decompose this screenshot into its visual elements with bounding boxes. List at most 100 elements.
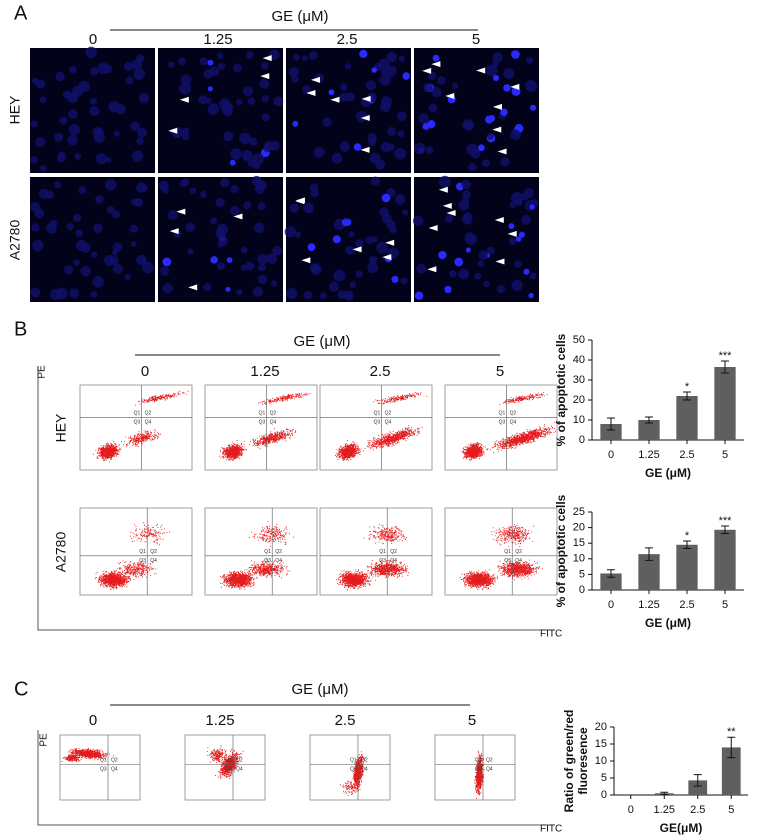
column-label: 0 xyxy=(89,712,97,729)
arrowhead xyxy=(428,224,438,231)
nucleus xyxy=(138,93,150,104)
quadrant-label: Q3 xyxy=(225,767,232,773)
nucleus xyxy=(260,61,269,70)
nucleus xyxy=(243,201,252,210)
nucleus xyxy=(131,150,144,162)
error-bar xyxy=(607,569,615,578)
events xyxy=(206,745,244,779)
nucleus xyxy=(58,151,66,159)
nucleus xyxy=(307,243,316,252)
nucleus xyxy=(333,269,346,282)
nucleus xyxy=(252,286,264,297)
nucleus xyxy=(454,257,464,267)
error-bar xyxy=(683,391,691,401)
arrowhead xyxy=(233,213,243,220)
bar-chart: 0 5 10 15 20 25 % of apoptotic cells GE (μM) 0 1.… xyxy=(554,494,744,630)
nucleus xyxy=(289,203,299,213)
nucleus xyxy=(167,210,178,221)
nucleus xyxy=(103,254,115,266)
nucleus xyxy=(225,286,231,292)
nucleus xyxy=(54,132,64,142)
micrograph xyxy=(286,48,411,173)
quadrant-label: Q2 xyxy=(145,411,152,417)
nucleus xyxy=(427,120,436,129)
nucleus xyxy=(68,123,81,136)
nucleus xyxy=(178,57,186,65)
nucleus xyxy=(261,94,269,103)
nucleus xyxy=(432,54,440,62)
nucleus xyxy=(263,144,272,153)
x-tick-label: 1.25 xyxy=(638,449,659,461)
nucleus xyxy=(272,245,283,256)
arrowhead xyxy=(262,55,272,62)
arrowhead xyxy=(492,103,502,110)
quadrant-label: Q4 xyxy=(236,767,243,773)
nucleus xyxy=(230,184,239,193)
quadrant-label: Q1 xyxy=(379,549,386,555)
nucleus xyxy=(423,82,433,93)
arrowhead xyxy=(310,76,320,83)
plot-frame xyxy=(59,734,141,801)
column-label: 5 xyxy=(496,363,504,380)
nucleus xyxy=(245,261,255,271)
arrowhead xyxy=(176,208,186,215)
quadrant-label: Q2 xyxy=(361,758,368,764)
nucleus xyxy=(529,104,537,111)
bar xyxy=(721,747,741,795)
error-bar xyxy=(683,540,691,550)
plot-frame xyxy=(79,384,193,471)
quadrant-label: Q1 xyxy=(499,411,506,417)
quadrant-label: Q1 xyxy=(225,758,232,764)
nucleus xyxy=(365,80,377,91)
nucleus xyxy=(112,263,123,274)
bar xyxy=(600,573,622,590)
flow-plots: Q1 Q2 Q3 Q4 Q1 Q2 Q3 Q4 Q1 Q2 Q3 Q4 Q1 Q2 Q3 Q4 xyxy=(59,734,516,801)
plot-frame xyxy=(79,507,193,596)
nucleus xyxy=(185,222,196,233)
events xyxy=(92,390,189,463)
quadrant-label: Q2 xyxy=(270,411,277,417)
nucleus xyxy=(123,61,134,71)
nucleus xyxy=(474,272,482,280)
error-bar xyxy=(645,416,653,424)
nucleus xyxy=(232,63,242,73)
x-tick-label: 0 xyxy=(608,599,614,611)
micrograph xyxy=(158,175,283,302)
nucleus xyxy=(240,246,248,254)
nucleus xyxy=(369,255,378,264)
nucleus xyxy=(217,240,225,248)
nucleus xyxy=(379,207,389,217)
column-label: 0 xyxy=(141,363,149,380)
error-bar xyxy=(607,417,615,431)
quadrant-label: Q1 xyxy=(504,549,511,555)
arrowhead xyxy=(179,96,189,103)
nucleus xyxy=(359,49,368,58)
quadrant-label: Q1 xyxy=(259,411,266,417)
significance-mark: *** xyxy=(719,515,733,527)
nucleus xyxy=(247,97,256,105)
nucleus xyxy=(378,58,390,71)
flow-plot: Q1 Q2 Q3 Q4 xyxy=(79,507,193,596)
bar xyxy=(676,396,698,440)
nucleus xyxy=(529,204,535,210)
nucleus xyxy=(207,103,220,115)
quadrant-label: Q3 xyxy=(100,767,107,773)
quadrant-label: Q4 xyxy=(515,558,522,564)
nucleus xyxy=(30,120,38,128)
nucleus xyxy=(216,261,225,271)
nucleus xyxy=(198,95,208,105)
arrowhead xyxy=(169,228,179,235)
nucleus xyxy=(257,274,268,285)
y-tick-label: 0 xyxy=(601,789,607,801)
x-axis-label: GE (μM) xyxy=(645,466,691,480)
x-tick-label: 5 xyxy=(722,449,728,461)
nucleus xyxy=(346,92,356,102)
nucleus xyxy=(438,250,447,260)
nucleus xyxy=(291,75,299,83)
nucleus xyxy=(89,106,100,117)
nucleus xyxy=(288,66,300,78)
nucleus xyxy=(526,56,534,65)
nucleus xyxy=(516,236,522,242)
nucleus xyxy=(207,59,214,66)
column-label: 2.5 xyxy=(337,31,358,48)
